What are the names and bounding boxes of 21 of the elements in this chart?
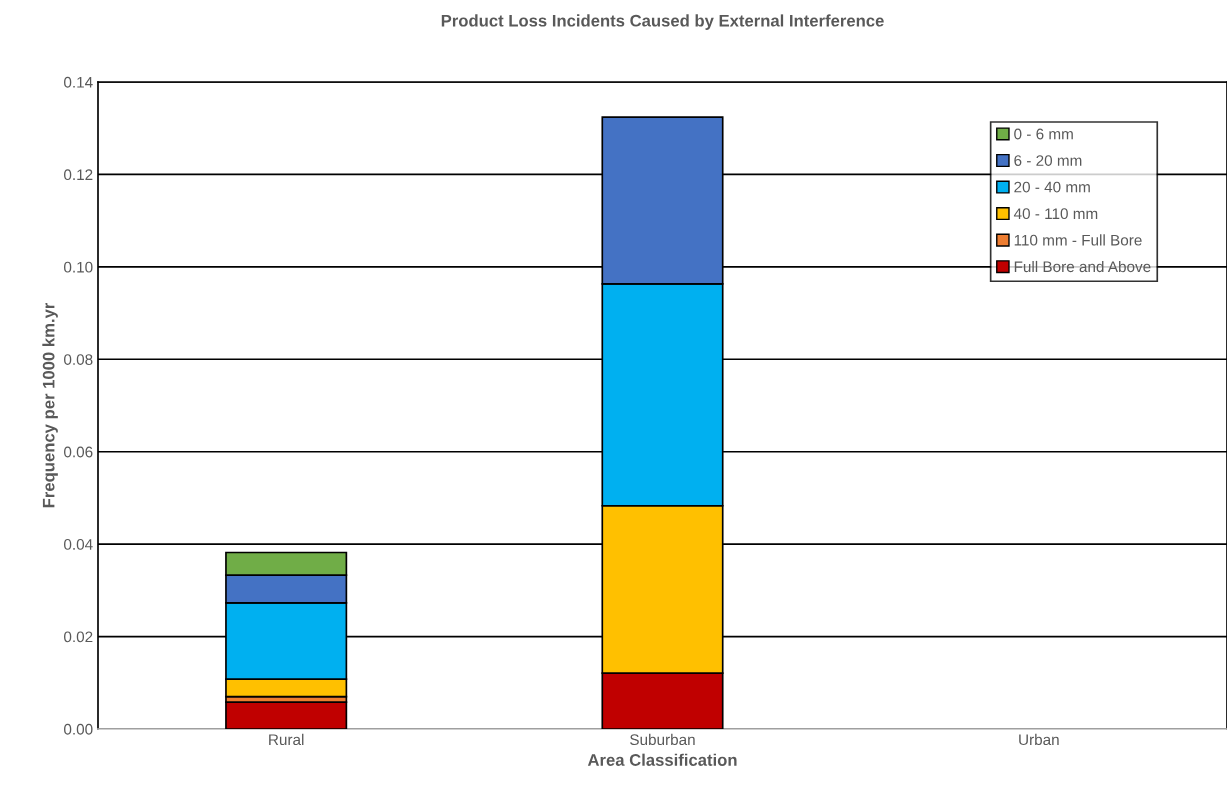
x-axis-title: Area Classification [587, 753, 737, 766]
x-tick-label: Suburban [630, 733, 695, 746]
y-tick-label: 0.10 [64, 261, 93, 273]
y-tick-label: 0.04 [64, 539, 93, 550]
legend-label: 0 - 6 mm [1014, 128, 1073, 140]
legend-label: 6 - 20 mm [1014, 155, 1082, 166]
legend-label: 40 - 110 mm [1013, 208, 1098, 220]
y-tick-label: 0.02 [64, 631, 93, 643]
legend-label: Full Bore and Above [1014, 260, 1151, 273]
y-tick-label: 0.12 [64, 169, 93, 181]
y-tick-label: 0.06 [64, 446, 93, 458]
legend-label: 110 mm - Full Bore [1014, 234, 1142, 246]
legend-label: 20 - 40 mm [1014, 181, 1090, 193]
x-tick-label: Urban [1019, 733, 1059, 746]
bar [225, 701, 348, 729]
x-tick-label: Rural [269, 733, 304, 746]
chart-title: Product Loss Incidents Caused by External Interference [441, 14, 884, 30]
y-tick-label: 0.08 [64, 354, 93, 365]
y-tick-label: 0.00 [64, 723, 93, 735]
y-axis-title: Frequency per 1000 km.yr [42, 302, 58, 508]
y-tick-label: 0.14 [64, 76, 93, 88]
